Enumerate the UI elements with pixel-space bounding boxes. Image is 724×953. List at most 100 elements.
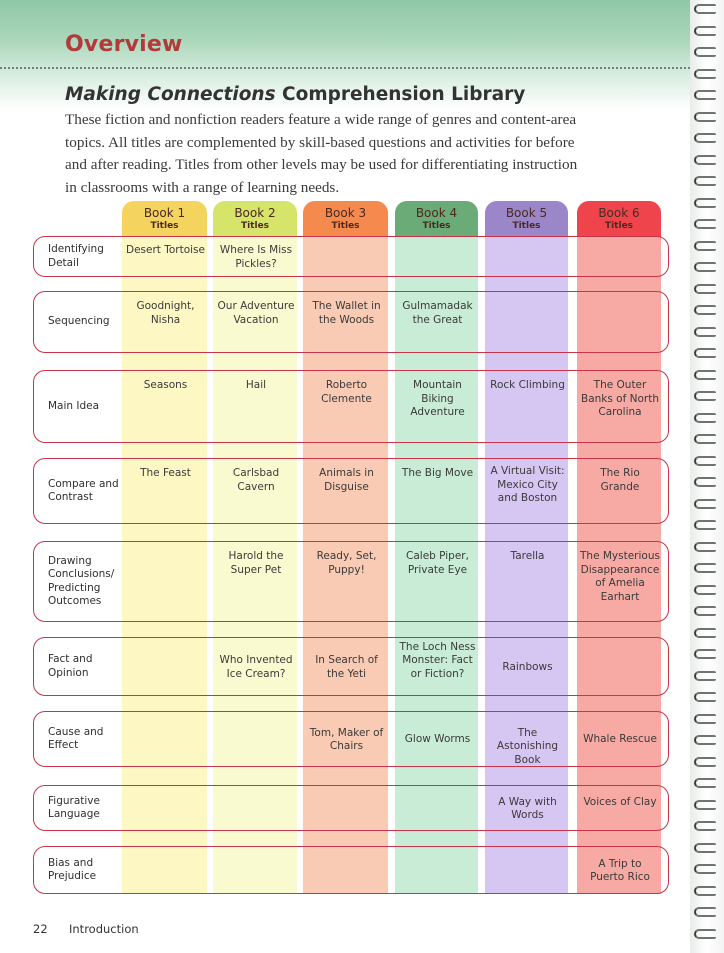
intro-paragraph: These fiction and nonfiction readers fea… (65, 111, 578, 196)
spiral-coil (694, 369, 716, 380)
book-title-cell: Carlsbad Cavern (232, 467, 280, 493)
spiral-coil (694, 133, 716, 143)
book-title-cell: Animals in Disguise (319, 467, 374, 493)
book-title-cell: Rainbows (502, 660, 553, 673)
book-title-cell: Desert Tortoise (125, 244, 205, 256)
dotted-divider (0, 67, 690, 69)
book-column-2: Book 2 Titles (213, 201, 297, 894)
skill-row: Identifying Detail Desert Tortoise Where I… (33, 236, 669, 277)
overview-heading: Overview (65, 32, 183, 57)
book-title-cell: The Rio Grande (600, 467, 640, 493)
spiral-coil (694, 864, 716, 874)
skill-label: Fact and Opinion (48, 653, 93, 679)
spiral-coil (694, 821, 716, 831)
spiral-coil (694, 498, 716, 509)
spiral-coil (694, 283, 716, 294)
spiral-coil (694, 197, 716, 208)
book-title-cell: The Mysterious Disappearance of Amelia E… (580, 550, 660, 603)
book-column-3: Book 3 Titles (303, 201, 388, 894)
book-label: Book 3 (324, 206, 367, 220)
spiral-coil (694, 434, 716, 444)
spiral-coil (694, 326, 716, 337)
book-title-cell: Seasons (143, 379, 188, 391)
skill-row: Main Idea Seasons Hail Roberto Clemente Moun… (33, 370, 669, 443)
book-title-cell: Harold the Super Pet (228, 550, 284, 576)
skill-label: Identifying Detail (48, 243, 104, 269)
titles-label: Titles (604, 221, 634, 231)
skill-label: Sequencing (48, 315, 110, 328)
book-title-cell: A Trip to Puerto Rico (590, 857, 650, 884)
spiral-coil (694, 305, 716, 315)
series-name: Making Connections (65, 84, 276, 105)
spiral-coil (694, 4, 716, 14)
skill-label: Drawing Conclusions/ Predicting Outcomes (48, 554, 115, 608)
book-title-cell: Tarella (510, 550, 545, 562)
skill-row: Compare and Contrast The Feast Carlsbad Ca… (33, 458, 669, 524)
titles-label: Titles (512, 221, 541, 231)
book-title-cell: Roberto Clemente (321, 379, 372, 405)
spiral-coil (694, 778, 716, 788)
spiral-coil (694, 455, 716, 466)
spiral-coil (694, 627, 716, 638)
spiral-coil (694, 412, 716, 423)
skill-label: Main Idea (48, 399, 100, 412)
book-title-cell: The Wallet in the Woods (312, 300, 381, 326)
spiral-coil (694, 111, 716, 122)
book-title-cell: Whale Rescue (583, 733, 657, 746)
book-title-cell: The Big Move (401, 467, 474, 479)
page-number: 22 (33, 922, 48, 936)
titles-label: Titles (150, 221, 179, 231)
book-column-header: Book 2 Titles (213, 201, 297, 237)
spiral-coil (694, 520, 716, 530)
book-title-cell: In Search of the Yeti (315, 654, 378, 680)
book-title-cell: Tom, Maker of Chairs (309, 726, 384, 753)
spiral-coil (694, 176, 716, 186)
spiral-coil (694, 541, 716, 552)
skill-label: Compare and Contrast (48, 477, 119, 504)
skill-row: Cause and Effect Tom, Maker of Chairs Glow… (33, 711, 669, 767)
skill-row: Drawing Conclusions/ Predicting Outcomes… (33, 541, 669, 622)
spiral-binding (690, 0, 724, 953)
spiral-coil (694, 885, 716, 896)
book-column-5: Book 5 Titles (485, 201, 568, 894)
spiral-coil (694, 68, 716, 79)
book-title-cell: Ready, Set, Puppy! (316, 550, 377, 576)
book-column-header: Book 5 Titles (485, 201, 568, 237)
spiral-coil (694, 692, 716, 702)
spiral-coil (694, 799, 716, 810)
spiral-coil (694, 756, 716, 767)
spiral-coil (694, 477, 716, 487)
book-title-cell: Caleb Piper, Private Eye (406, 550, 469, 576)
titles-label: Titles (422, 221, 451, 231)
spiral-coil (694, 735, 716, 745)
book-title-cell: Gulmamadak the Great (402, 300, 473, 326)
book-column-4: Book 4 Titles (395, 201, 478, 894)
skill-row: Sequencing Goodnight, Nisha Our Adventure … (33, 291, 669, 353)
book-title-cell: Glow Worms (404, 733, 471, 746)
book-column-1: Book 1 Titles (122, 201, 207, 894)
spiral-coil (694, 262, 716, 272)
spiral-coil (694, 90, 716, 100)
section-title: Making Connections Comprehension Library (65, 84, 525, 105)
book-title-cell: Rock Climbing (490, 379, 565, 391)
spiral-coil (694, 240, 716, 251)
skill-row: Figurative Language A Way with Words Voice… (33, 785, 669, 831)
titles-label: Titles (240, 221, 270, 231)
spiral-coil (694, 928, 716, 939)
book-title-cell: Who Invented Ice Cream? (219, 654, 293, 680)
spiral-coil (694, 842, 716, 853)
book-column-header: Book 6 Titles (577, 201, 661, 237)
skill-label: Figurative Language (48, 794, 100, 821)
spiral-coil (694, 670, 716, 681)
skill-row: Bias and Prejudice A Trip to Puerto Rico (33, 846, 669, 894)
spiral-coil (694, 391, 716, 401)
book-label: Book 1 (143, 206, 186, 220)
book-title-cell: A Way with Words (498, 795, 557, 822)
book-label: Book 5 (505, 206, 548, 220)
book-column-header: Book 1 Titles (122, 201, 207, 237)
skill-label: Cause and Effect (48, 725, 104, 752)
book-title-cell: Mountain Biking Adventure (410, 379, 465, 418)
book-label: Book 6 (598, 206, 640, 220)
footer-section: Introduction (69, 922, 139, 936)
book-title-cell: The Astonishing Book (496, 726, 559, 766)
